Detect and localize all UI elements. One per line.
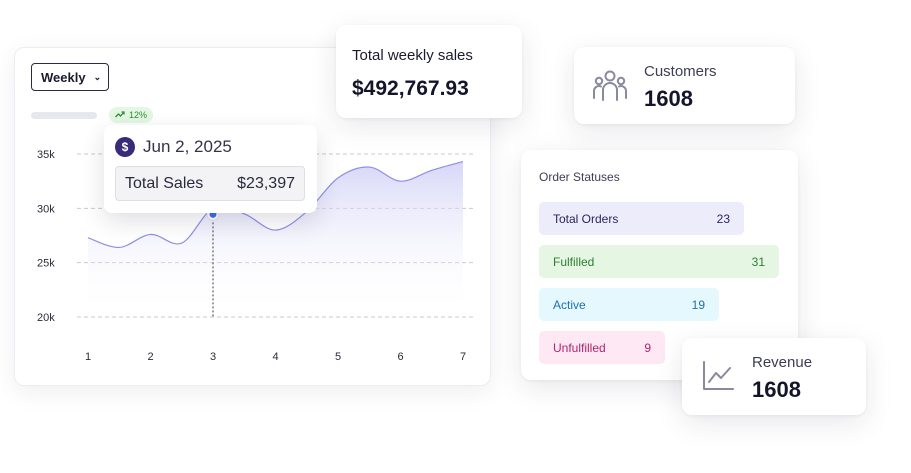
status-fulfilled[interactable]: Fulfilled 31: [539, 245, 779, 278]
chevron-down-icon: ⌄: [93, 71, 102, 82]
dollar-coin-icon: $: [115, 137, 135, 157]
trending-up-icon: [115, 110, 125, 120]
users-icon: [592, 67, 628, 103]
status-count: 23: [716, 211, 730, 226]
trend-badge: 12%: [109, 107, 154, 123]
y-tick-label: 20k: [37, 312, 55, 324]
trend-badge-value: 12%: [129, 110, 148, 120]
tooltip-value-row: Total Sales $23,397: [115, 166, 305, 201]
status-unfulfilled[interactable]: Unfulfilled 9: [539, 331, 665, 364]
total-weekly-sales-title: Total weekly sales: [352, 47, 473, 64]
status-count: 19: [691, 297, 705, 312]
x-tick-label: 1: [85, 351, 91, 363]
period-dropdown[interactable]: Weekly ⌄: [31, 63, 109, 91]
total-weekly-sales-card: Total weekly sales $492,767.93: [336, 25, 522, 118]
status-label: Active: [553, 297, 586, 312]
status-count: 31: [751, 254, 765, 269]
series-line: [87, 161, 464, 249]
x-tick-label: 6: [397, 351, 403, 363]
x-tick-label: 2: [147, 351, 153, 363]
chart-tooltip: $ Jun 2, 2025 Total Sales $23,397: [104, 125, 317, 213]
revenue-card: Revenue 1608: [682, 338, 866, 415]
series-area: [88, 161, 463, 317]
status-label: Unfulfilled: [553, 340, 606, 355]
tooltip-label: Total Sales: [125, 174, 204, 192]
order-statuses-title: Order Statuses: [539, 170, 620, 184]
customers-label: Customers: [644, 63, 717, 80]
y-tick-label: 25k: [37, 258, 55, 270]
revenue-label: Revenue: [752, 354, 813, 371]
x-tick-label: 7: [460, 351, 466, 363]
total-weekly-sales-value: $492,767.93: [352, 77, 469, 100]
status-active[interactable]: Active 19: [539, 288, 719, 321]
revenue-value: 1608: [752, 377, 801, 402]
placeholder-bar: [31, 112, 97, 119]
status-label: Fulfilled: [553, 254, 595, 269]
status-total-orders[interactable]: Total Orders 23: [539, 202, 744, 235]
y-tick-label: 35k: [37, 149, 55, 161]
x-tick-label: 3: [210, 351, 216, 363]
customers-value: 1608: [644, 86, 693, 111]
tooltip-date: Jun 2, 2025: [143, 137, 232, 156]
x-tick-label: 4: [272, 351, 278, 363]
status-count: 9: [644, 340, 651, 355]
period-dropdown-label: Weekly: [41, 69, 86, 85]
tooltip-value: $23,397: [237, 174, 295, 192]
x-tick-label: 5: [335, 351, 341, 363]
line-chart-icon: [700, 358, 736, 394]
status-label: Total Orders: [553, 211, 619, 226]
y-tick-label: 30k: [37, 203, 55, 215]
customers-card: Customers 1608: [574, 47, 795, 124]
order-statuses-card: Order Statuses Total Orders 23 Fulfilled…: [521, 150, 798, 380]
tooltip-header: $ Jun 2, 2025: [115, 137, 232, 157]
